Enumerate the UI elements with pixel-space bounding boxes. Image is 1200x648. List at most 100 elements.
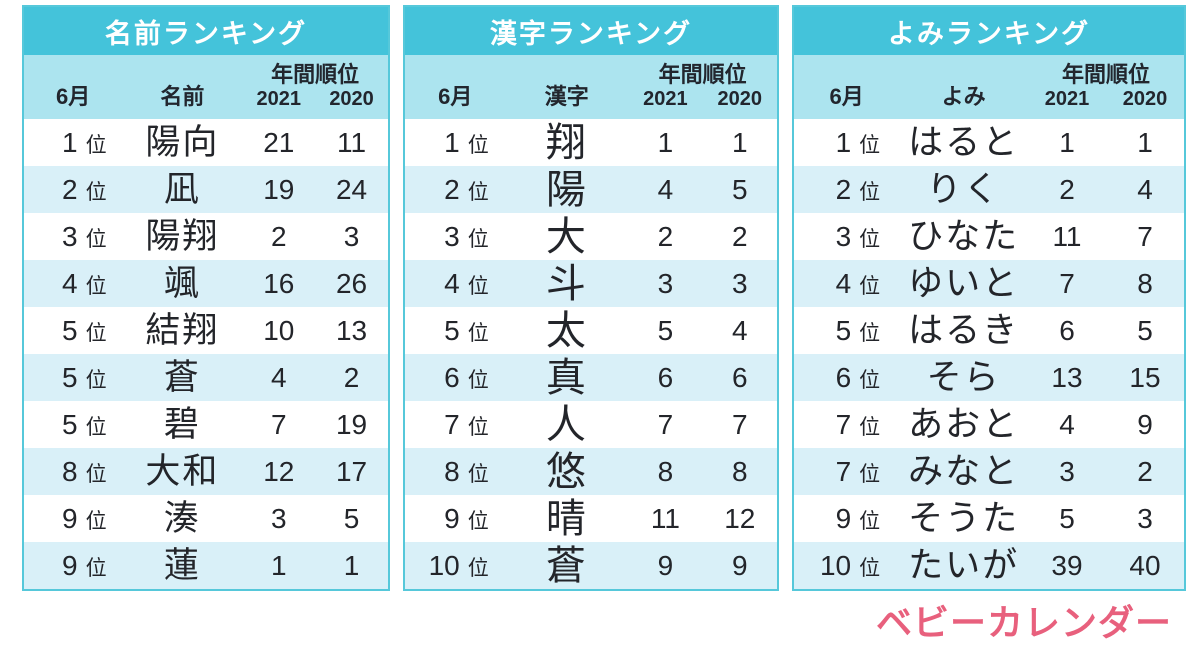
year-2020-cell: 40: [1129, 549, 1161, 581]
year-2020-cell: 5: [1137, 314, 1153, 346]
table-row: 5 位はるき 6 5: [794, 307, 1184, 354]
year-2020-cell: 6: [731, 361, 748, 393]
value-column-header: 名前: [160, 84, 205, 109]
name-cell: はるき: [908, 311, 1020, 350]
month-column-header: 6月: [438, 84, 473, 109]
rank-cell: 10 位: [405, 550, 505, 582]
annual-rank-header-group: 年間順位 2021 2020: [242, 62, 388, 119]
name-cell: 湊: [163, 499, 201, 538]
rank-suffix-label: 位: [859, 274, 881, 298]
rank-number: 5: [444, 314, 460, 346]
rank-number: 5: [835, 314, 852, 346]
year-2020-cell: 2: [731, 220, 748, 252]
year-2021-cell: 4: [270, 361, 287, 393]
rank-number: 4: [444, 267, 460, 299]
name-cell: ゆいと: [908, 264, 1020, 303]
year-2021-cell: 7: [1059, 267, 1075, 299]
kanji-ranking-table: 漢字ランキング 6月 漢字 年間順位 2021 2020 1 位翔 1 1 2 位陽 4 5 3 位大 2 2 4 位…: [403, 5, 779, 591]
rank-suffix-label: 位: [85, 321, 107, 345]
rank-suffix-label: 位: [467, 368, 489, 392]
rank-suffix-label: 位: [859, 368, 881, 392]
rank-suffix-label: 位: [85, 368, 107, 392]
rank-suffix-label: 位: [85, 227, 107, 251]
rank-number: 10: [428, 549, 460, 581]
table-row: 3 位陽翔 2 3: [24, 213, 388, 260]
rank-suffix-label: 位: [859, 321, 881, 345]
year-2021-header: 2021: [256, 88, 302, 110]
rank-suffix-label: 位: [85, 509, 107, 533]
table-row: 6 位そら 13 15: [794, 354, 1184, 401]
year-2021-header: 2021: [643, 88, 688, 110]
year-2020-cell: 7: [731, 408, 748, 440]
table-row: 7 位みなと 3 2: [794, 448, 1184, 495]
baby-calendar-logo: ベビーカレンダー: [875, 602, 1172, 643]
year-2021-cell: 1: [270, 549, 287, 581]
name-cell: 太: [545, 308, 588, 353]
annual-rank-label: 年間順位: [1061, 61, 1150, 87]
year-2020-cell: 5: [731, 173, 748, 205]
year-2021-cell: 3: [1059, 455, 1075, 487]
rank-suffix-label: 位: [85, 462, 107, 486]
table-row: 3 位ひなた 11 7: [794, 213, 1184, 260]
annual-rank-header-group: 年間順位 2021 2020: [1028, 62, 1184, 119]
annual-rank-header-group: 年間順位 2021 2020: [628, 62, 777, 119]
name-cell: 結翔: [145, 311, 220, 350]
rank-number: 2: [835, 173, 852, 205]
table-row: 2 位 凪 19 24: [24, 166, 388, 213]
name-cell: 翔: [545, 120, 588, 165]
table-row: 10 位 蒼 9 9: [405, 542, 777, 589]
table-row: 9 位 晴 11 12: [405, 495, 777, 542]
year-2021-cell: 2: [657, 220, 674, 252]
rank-suffix-label: 位: [467, 274, 489, 298]
table-header: 6月 名前 年間順位 2021 2020: [24, 55, 388, 119]
rank-number: 3: [62, 220, 78, 252]
rank-suffix-label: 位: [467, 321, 489, 345]
year-2021-cell: 7: [270, 408, 287, 440]
name-cell: 陽翔: [145, 217, 220, 256]
table-row: 5 位結翔 10 13: [24, 307, 388, 354]
year-2021-cell: 39: [1051, 549, 1083, 581]
rank-suffix-label: 位: [467, 227, 489, 251]
rank-number: 8: [444, 455, 460, 487]
year-2021-cell: 11: [1052, 220, 1082, 252]
rank-suffix-label: 位: [859, 415, 881, 439]
year-2020-cell: 1: [731, 126, 748, 158]
year-2020-cell: 5: [343, 502, 360, 534]
rank-number: 1: [444, 126, 460, 158]
rank-number: 7: [835, 455, 852, 487]
table-body: 1 位陽向 21 11 2 位凪 19 24 3 位陽翔 2 3 4 位颯 16 26 5 位結翔 10 13 5 位蒼 4…: [24, 119, 388, 589]
rank-suffix-label: 位: [85, 274, 107, 298]
name-cell: ひなた: [908, 217, 1020, 256]
rank-cell: 10 位: [794, 550, 899, 582]
rank-number: 6: [444, 361, 460, 393]
rank-suffix-label: 位: [467, 556, 489, 580]
value-column-header: 漢字: [544, 84, 589, 109]
year-2021-cell: 5: [657, 314, 674, 346]
rank-number: 4: [62, 267, 78, 299]
name-cell: りく: [926, 170, 1001, 209]
table-title: 漢字ランキング: [405, 7, 777, 55]
year-2020-cell: 17: [335, 455, 368, 487]
rank-suffix-label: 位: [859, 462, 881, 486]
table-row: 1 位はると 1 1: [794, 119, 1184, 166]
table-row: 7 位あおと 4 9: [794, 401, 1184, 448]
year-2020-cell: 3: [1137, 502, 1153, 534]
annual-rank-label: 年間順位: [271, 61, 360, 87]
name-cell: 蓮: [163, 546, 201, 585]
